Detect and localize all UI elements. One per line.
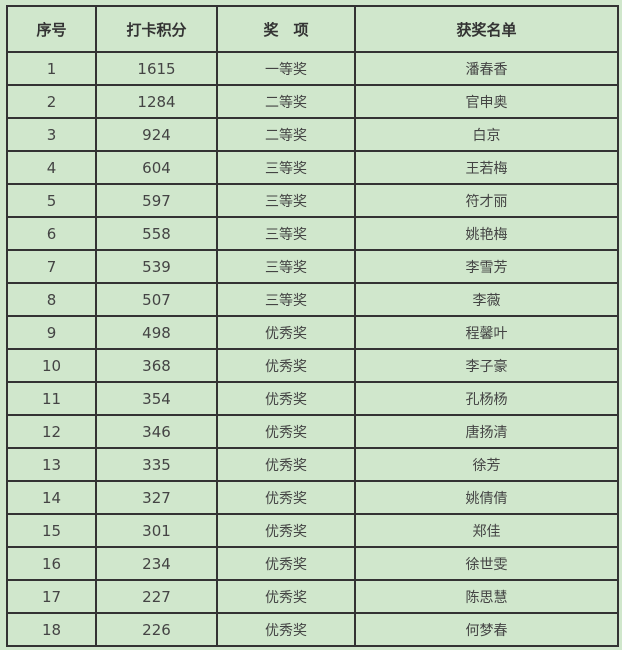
cell-index: 6 bbox=[6, 216, 97, 251]
cell-points: 227 bbox=[95, 579, 218, 614]
table-row: 12 346 优秀奖 唐扬清 bbox=[6, 414, 619, 449]
cell-winner: 徐世雯 bbox=[354, 546, 619, 581]
table-row: 3 924 二等奖 白京 bbox=[6, 117, 619, 152]
table-row: 18 226 优秀奖 何梦春 bbox=[6, 612, 619, 647]
cell-winner: 徐芳 bbox=[354, 447, 619, 482]
cell-winner: 李子豪 bbox=[354, 348, 619, 383]
table-row: 4 604 三等奖 王若梅 bbox=[6, 150, 619, 185]
cell-points: 1284 bbox=[95, 84, 218, 119]
header-award: 奖 项 bbox=[216, 5, 356, 53]
table-row: 17 227 优秀奖 陈思慧 bbox=[6, 579, 619, 614]
cell-award: 三等奖 bbox=[216, 282, 356, 317]
cell-award: 优秀奖 bbox=[216, 612, 356, 647]
cell-winner: 王若梅 bbox=[354, 150, 619, 185]
cell-points: 346 bbox=[95, 414, 218, 449]
table-row: 9 498 优秀奖 程馨叶 bbox=[6, 315, 619, 350]
table-row: 8 507 三等奖 李薇 bbox=[6, 282, 619, 317]
cell-winner: 符才丽 bbox=[354, 183, 619, 218]
cell-index: 13 bbox=[6, 447, 97, 482]
cell-points: 924 bbox=[95, 117, 218, 152]
cell-points: 597 bbox=[95, 183, 218, 218]
cell-points: 301 bbox=[95, 513, 218, 548]
cell-winner: 陈思慧 bbox=[354, 579, 619, 614]
table-row: 6 558 三等奖 姚艳梅 bbox=[6, 216, 619, 251]
cell-award: 优秀奖 bbox=[216, 414, 356, 449]
cell-winner: 李薇 bbox=[354, 282, 619, 317]
cell-index: 16 bbox=[6, 546, 97, 581]
cell-award: 三等奖 bbox=[216, 249, 356, 284]
cell-points: 558 bbox=[95, 216, 218, 251]
header-row: 序号 打卡积分 奖 项 获奖名单 bbox=[6, 5, 619, 53]
cell-index: 8 bbox=[6, 282, 97, 317]
cell-winner: 程馨叶 bbox=[354, 315, 619, 350]
table-row: 15 301 优秀奖 郑佳 bbox=[6, 513, 619, 548]
cell-award: 优秀奖 bbox=[216, 348, 356, 383]
table-row: 16 234 优秀奖 徐世雯 bbox=[6, 546, 619, 581]
cell-award: 优秀奖 bbox=[216, 381, 356, 416]
cell-points: 507 bbox=[95, 282, 218, 317]
cell-index: 9 bbox=[6, 315, 97, 350]
cell-points: 226 bbox=[95, 612, 218, 647]
table-row: 5 597 三等奖 符才丽 bbox=[6, 183, 619, 218]
table-row: 10 368 优秀奖 李子豪 bbox=[6, 348, 619, 383]
cell-index: 5 bbox=[6, 183, 97, 218]
cell-index: 11 bbox=[6, 381, 97, 416]
cell-award: 优秀奖 bbox=[216, 546, 356, 581]
cell-award: 三等奖 bbox=[216, 216, 356, 251]
cell-index: 17 bbox=[6, 579, 97, 614]
cell-winner: 官申奥 bbox=[354, 84, 619, 119]
cell-award: 二等奖 bbox=[216, 117, 356, 152]
cell-award: 优秀奖 bbox=[216, 513, 356, 548]
cell-winner: 孔杨杨 bbox=[354, 381, 619, 416]
cell-index: 12 bbox=[6, 414, 97, 449]
cell-index: 15 bbox=[6, 513, 97, 548]
cell-index: 2 bbox=[6, 84, 97, 119]
cell-award: 二等奖 bbox=[216, 84, 356, 119]
cell-index: 10 bbox=[6, 348, 97, 383]
cell-winner: 郑佳 bbox=[354, 513, 619, 548]
cell-award: 优秀奖 bbox=[216, 579, 356, 614]
header-winners: 获奖名单 bbox=[354, 5, 619, 53]
cell-points: 1615 bbox=[95, 51, 218, 86]
cell-winner: 何梦春 bbox=[354, 612, 619, 647]
cell-index: 1 bbox=[6, 51, 97, 86]
cell-winner: 李雪芳 bbox=[354, 249, 619, 284]
cell-winner: 唐扬清 bbox=[354, 414, 619, 449]
cell-points: 354 bbox=[95, 381, 218, 416]
header-points: 打卡积分 bbox=[95, 5, 218, 53]
cell-winner: 姚倩倩 bbox=[354, 480, 619, 515]
table-row: 1 1615 一等奖 潘春香 bbox=[6, 51, 619, 86]
table-row: 7 539 三等奖 李雪芳 bbox=[6, 249, 619, 284]
table-row: 13 335 优秀奖 徐芳 bbox=[6, 447, 619, 482]
cell-award: 三等奖 bbox=[216, 150, 356, 185]
cell-points: 498 bbox=[95, 315, 218, 350]
cell-points: 335 bbox=[95, 447, 218, 482]
cell-award: 一等奖 bbox=[216, 51, 356, 86]
cell-award: 优秀奖 bbox=[216, 315, 356, 350]
cell-index: 4 bbox=[6, 150, 97, 185]
cell-award: 优秀奖 bbox=[216, 447, 356, 482]
cell-winner: 姚艳梅 bbox=[354, 216, 619, 251]
cell-points: 368 bbox=[95, 348, 218, 383]
award-table: 序号 打卡积分 奖 项 获奖名单 1 1615 一等奖 潘春香 2 1284 二等奖 官申奥 3… bbox=[6, 5, 619, 647]
cell-points: 327 bbox=[95, 480, 218, 515]
cell-points: 234 bbox=[95, 546, 218, 581]
cell-index: 14 bbox=[6, 480, 97, 515]
cell-winner: 白京 bbox=[354, 117, 619, 152]
cell-points: 604 bbox=[95, 150, 218, 185]
cell-index: 7 bbox=[6, 249, 97, 284]
table-row: 2 1284 二等奖 官申奥 bbox=[6, 84, 619, 119]
cell-award: 三等奖 bbox=[216, 183, 356, 218]
table-row: 14 327 优秀奖 姚倩倩 bbox=[6, 480, 619, 515]
cell-index: 3 bbox=[6, 117, 97, 152]
table-row: 11 354 优秀奖 孔杨杨 bbox=[6, 381, 619, 416]
cell-index: 18 bbox=[6, 612, 97, 647]
cell-winner: 潘春香 bbox=[354, 51, 619, 86]
cell-award: 优秀奖 bbox=[216, 480, 356, 515]
header-index: 序号 bbox=[6, 5, 97, 53]
cell-points: 539 bbox=[95, 249, 218, 284]
